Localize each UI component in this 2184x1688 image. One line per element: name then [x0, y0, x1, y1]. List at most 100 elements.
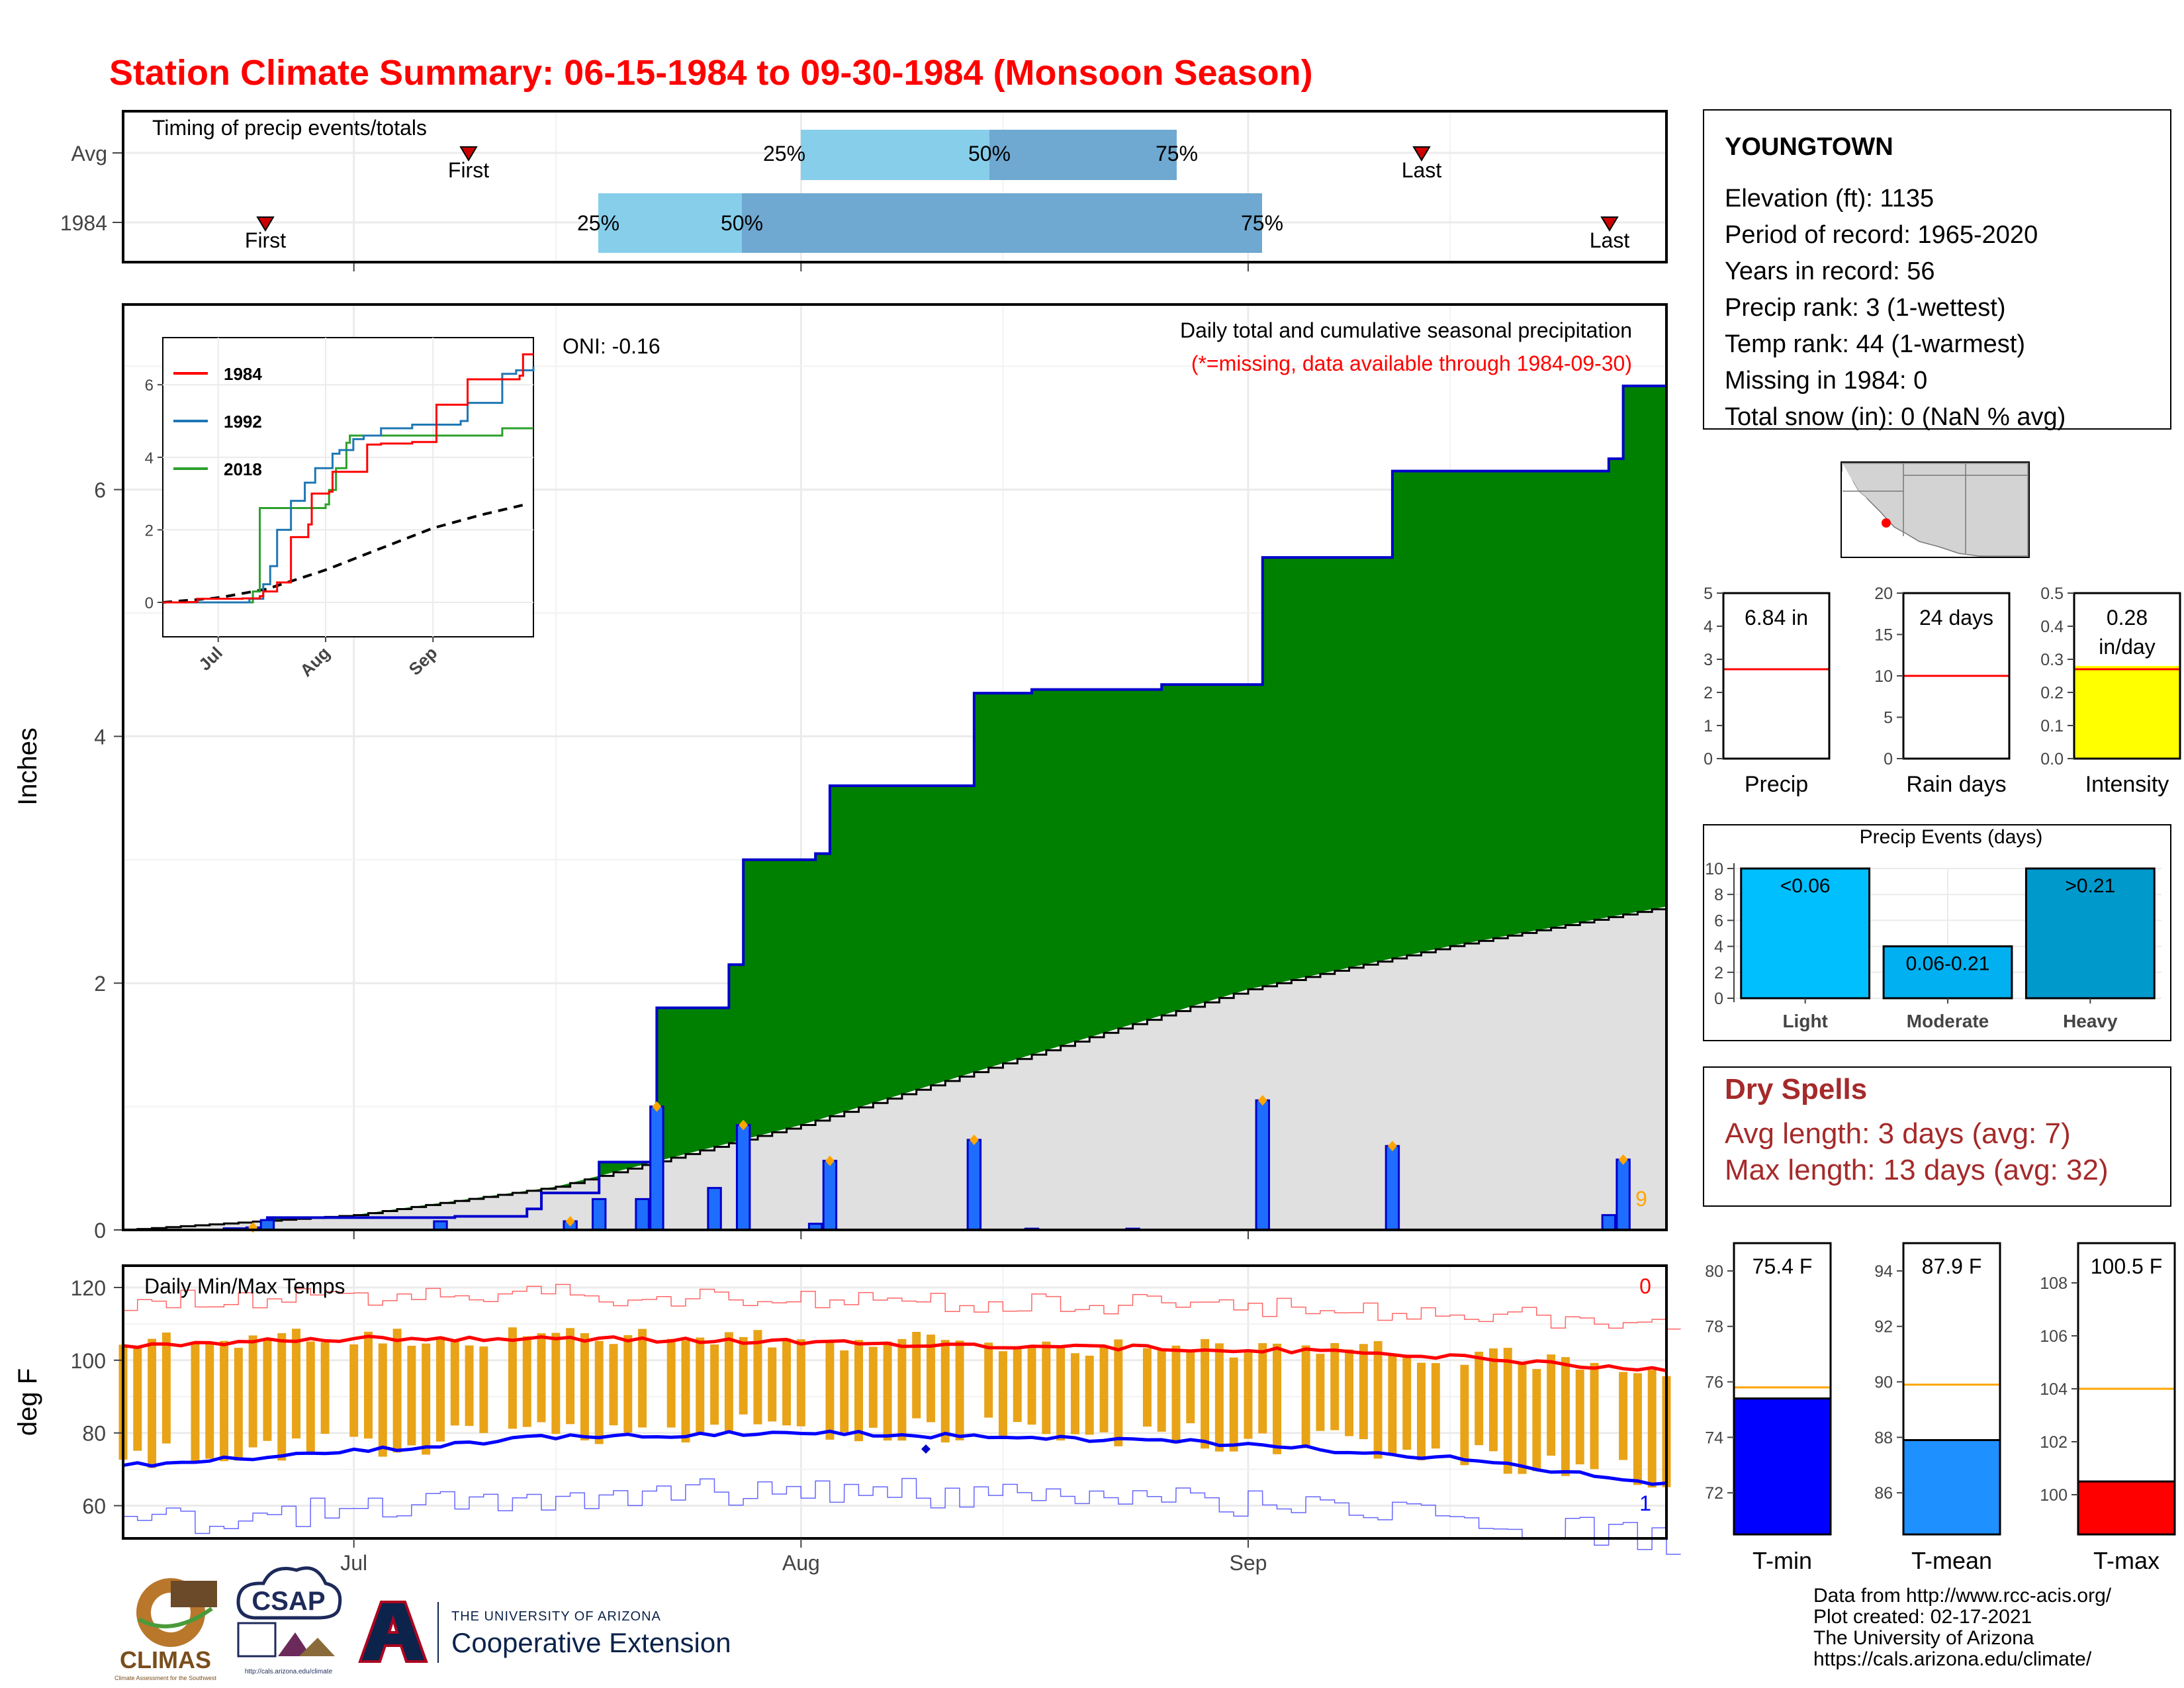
daily-temp-bar [940, 1340, 950, 1443]
events-category-label: Heavy [2063, 1011, 2118, 1031]
daily-temp-bar [782, 1338, 792, 1426]
temp-gauge-t-max: 100 102 104 106 108 100.5 F T-max [2040, 1242, 2176, 1574]
temp-record-low-count: 1 [1639, 1491, 1651, 1515]
credit-university: The University of Arizona [1813, 1627, 2034, 1649]
average-cumulative-line [123, 906, 1668, 1231]
daily-temp-bar [1201, 1338, 1210, 1449]
timing-1984-q25-q50-bar [598, 193, 742, 253]
inset-legend-2018: 2018 [224, 459, 262, 479]
daily-precip-bar [1385, 1145, 1400, 1231]
daily-temp-bar [1402, 1358, 1412, 1450]
daily-temp-bar [465, 1345, 474, 1427]
daily-temp-bar [551, 1333, 561, 1434]
daily-temp-bar [1532, 1369, 1541, 1472]
daily-precip-bar [649, 1105, 664, 1231]
precip-missing-count: 9 [1635, 1187, 1647, 1211]
gauge-tick-label: 0.5 [2040, 585, 2064, 603]
credit-plot-created: Plot created: 02-17-2021 [1813, 1606, 2032, 1628]
temperature-gauges: 72 74 76 78 80 75.4 F T-min 86 88 90 92 94 87.9 F T-m… [1705, 1242, 2176, 1574]
avg-tmin-line [122, 1429, 1667, 1486]
daily-temp-bar [479, 1346, 488, 1433]
inset-legend-1992: 1992 [224, 412, 262, 432]
daily-precip-bar [707, 1187, 722, 1231]
cumulative-1984-line [123, 385, 1666, 1231]
events-bar-heavy [2025, 867, 2156, 1000]
timing-row-avg: 25% 50% 75% First Last [448, 130, 1441, 182]
events-ytick-label: 8 [1714, 886, 1723, 904]
temp-gauge-tick-label: 90 [1874, 1374, 1893, 1392]
daily-temp-bar [1561, 1357, 1570, 1476]
gauge-value-label: 6.84 in [1745, 606, 1808, 630]
gauge-fill [2074, 666, 2180, 759]
daily-temp-bar [205, 1344, 214, 1459]
record-low-marker [921, 1444, 931, 1454]
daily-temp-bar [1157, 1349, 1166, 1432]
temp-ytick-label: 100 [71, 1349, 106, 1373]
events-bar-label: >0.21 [2065, 875, 2115, 897]
events-ytick-label: 0 [1714, 990, 1723, 1008]
daily-temp-bar [349, 1344, 359, 1437]
station-temp-rank: Temp rank: 44 (1-warmest) [1725, 330, 2025, 358]
daily-precip-bar [1615, 1158, 1631, 1231]
gauge-value-label: 0.28 [2107, 606, 2148, 630]
events-bar-moderate [1882, 945, 2013, 1000]
daily-temp-bar [927, 1335, 935, 1423]
daily-temp-bar [897, 1338, 907, 1441]
daily-temp-bar [191, 1342, 200, 1464]
daily-temp-bar [1647, 1370, 1657, 1488]
gauge-tick-label: 2 [1704, 684, 1713, 702]
page-title: Station Climate Summary: 06-15-1984 to 0… [109, 53, 1313, 93]
daily-temp-bar [1475, 1351, 1484, 1446]
gauge-precip: 0 1 2 3 4 5 6.84 in Precip [1704, 585, 1831, 797]
gauge-tick-label: 4 [1704, 618, 1713, 636]
timing-1984-first-label: First [245, 228, 286, 252]
temp-gauge-tick-label: 106 [2040, 1327, 2068, 1346]
daily-temp-bar [666, 1338, 676, 1428]
gauge-tick-label: 15 [1874, 626, 1893, 645]
daily-temp-bar [681, 1340, 690, 1443]
daily-temp-bar [1373, 1340, 1383, 1459]
x-tick-label: Sep [1229, 1551, 1267, 1575]
climas-logo: CLIMAS Climate Assessment for the Southw… [114, 1578, 217, 1681]
daily-temp-bar [955, 1340, 964, 1440]
ua-logo-line1: THE UNIVERSITY OF ARIZONA [451, 1609, 661, 1624]
daily-temp-bar [1085, 1355, 1094, 1435]
daily-precip-bar [735, 1124, 751, 1231]
temp-ytick-label: 120 [71, 1276, 106, 1300]
daily-precip-marker [565, 1215, 575, 1227]
daily-temp-bar [638, 1329, 647, 1428]
daily-precip-marker [652, 1101, 662, 1112]
station-years: Years in record: 56 [1725, 258, 1935, 285]
daily-temp-bar [1359, 1344, 1368, 1440]
inset-ytick-label: 0 [145, 594, 154, 612]
precip-y-axis-label: Inches [13, 727, 42, 806]
daily-temp-bar [161, 1333, 171, 1444]
temp-gauge-tick-label: 78 [1705, 1318, 1723, 1336]
climas-logo-subtext: Climate Assessment for the Southwest [114, 1675, 217, 1681]
daily-precip-marker [825, 1155, 835, 1166]
gauge-value-label: 24 days [1919, 606, 1993, 630]
daily-temp-bar [522, 1336, 531, 1427]
daily-precip-bar [259, 1219, 275, 1231]
gauge-tick-label: 10 [1874, 667, 1893, 686]
daily-temp-bar [1186, 1352, 1195, 1424]
daily-temp-bar [609, 1344, 618, 1426]
temp-gauge-fill [2078, 1481, 2175, 1534]
inset-ytick-label: 2 [145, 522, 154, 539]
temp-gauge-tick-label: 76 [1705, 1374, 1723, 1392]
precip-ytick-label: 0 [94, 1219, 106, 1243]
timing-panel-title: Timing of precip events/totals [152, 116, 427, 140]
csap-logo-url: http://cals.arizona.edu/climate [245, 1668, 333, 1675]
oni-label: ONI: -0.16 [563, 334, 660, 358]
daily-precip-marker [969, 1134, 979, 1145]
avg-tmax-line [122, 1335, 1667, 1373]
gauge-tick-label: 5 [1704, 585, 1713, 603]
temp-ytick-label: 80 [82, 1422, 106, 1446]
daily-temp-bar [508, 1327, 517, 1429]
daily-temp-bar [422, 1343, 431, 1455]
daily-temp-bar [840, 1350, 849, 1432]
events-ytick-label: 4 [1714, 938, 1723, 957]
gauge-tick-label: 0.3 [2040, 651, 2064, 669]
daily-precip-bar [822, 1160, 838, 1231]
